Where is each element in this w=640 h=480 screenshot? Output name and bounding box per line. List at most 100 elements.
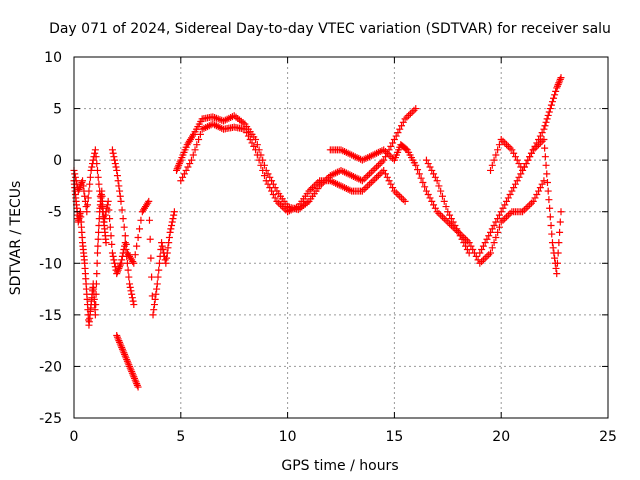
data-point [424,160,432,168]
data-point [85,187,93,195]
series-track-h-late-descent [422,156,548,267]
data-point [113,270,121,278]
data-point [399,196,407,204]
y-tick-label: -25 [39,411,62,427]
data-point [102,239,110,247]
data-point [121,232,129,240]
data-point [116,338,124,346]
data-point [415,170,423,178]
data-point [479,256,487,264]
data-point [553,270,561,278]
data-point [84,194,92,202]
data-point [488,244,496,252]
data-point [422,156,430,164]
data-point [488,161,496,169]
data-point [117,342,125,350]
data-point [365,170,373,178]
data-point [506,209,514,217]
data-point [114,266,122,274]
data-point [463,237,471,245]
data-point [527,199,535,207]
data-point [126,283,134,291]
y-tick-label: 10 [44,50,62,66]
data-point [543,178,551,186]
data-point [248,139,256,147]
data-point [123,259,131,267]
data-point [269,191,277,199]
data-point [396,125,404,133]
data-point [108,146,116,154]
data-point [126,362,134,370]
data-point [147,254,155,262]
data-point [390,136,398,144]
data-point [94,242,102,250]
data-point [550,94,558,102]
data-point [129,297,137,305]
data-point [522,204,530,212]
data-point [312,180,320,188]
data-point [481,239,489,247]
data-point [398,194,406,202]
data-point [437,187,445,195]
data-point [506,144,514,152]
data-point [155,259,163,267]
data-point [128,369,136,377]
data-point [369,166,377,174]
data-point [371,165,379,173]
data-point [186,160,194,168]
data-point [527,149,535,157]
data-point [526,201,534,209]
data-point [519,166,527,174]
data-point [476,249,484,257]
data-point [440,197,448,205]
data-point [182,166,190,174]
plot-frame [73,56,609,419]
data-point [86,173,94,181]
data-point [533,142,541,150]
data-point [479,242,487,250]
data-point [125,273,133,281]
data-point [428,197,436,205]
x-tick-label: 10 [279,429,297,445]
data-point [115,182,123,190]
data-point [488,225,496,233]
data-point [552,87,560,95]
data-point [387,153,395,161]
data-point [164,244,172,252]
data-point [94,235,102,243]
data-point [535,141,543,149]
data-point [150,301,158,309]
data-point [103,201,111,209]
data-point [165,239,173,247]
data-point [158,242,166,250]
data-point [529,197,537,205]
data-point [511,180,519,188]
data-point [392,189,400,197]
data-point [111,259,119,267]
data-point [92,280,100,288]
data-point [113,166,121,174]
data-point [184,163,192,171]
data-point [503,141,511,149]
data-point [166,228,174,236]
data-point [114,177,122,185]
data-point [264,170,272,178]
data-point [390,187,398,195]
data-point [109,149,117,157]
data-point [387,180,395,188]
data-point [161,256,169,264]
data-point [504,194,512,202]
data-point [93,249,101,257]
data-point [152,290,160,298]
data-point [93,270,101,278]
data-point [495,141,503,149]
data-point [419,178,427,186]
data-point [130,373,138,381]
data-point [133,380,141,388]
data-point [118,206,126,214]
data-point [128,368,136,376]
data-point [133,242,141,250]
data-point [401,197,409,205]
data-point [148,273,156,281]
data-point [71,170,79,178]
